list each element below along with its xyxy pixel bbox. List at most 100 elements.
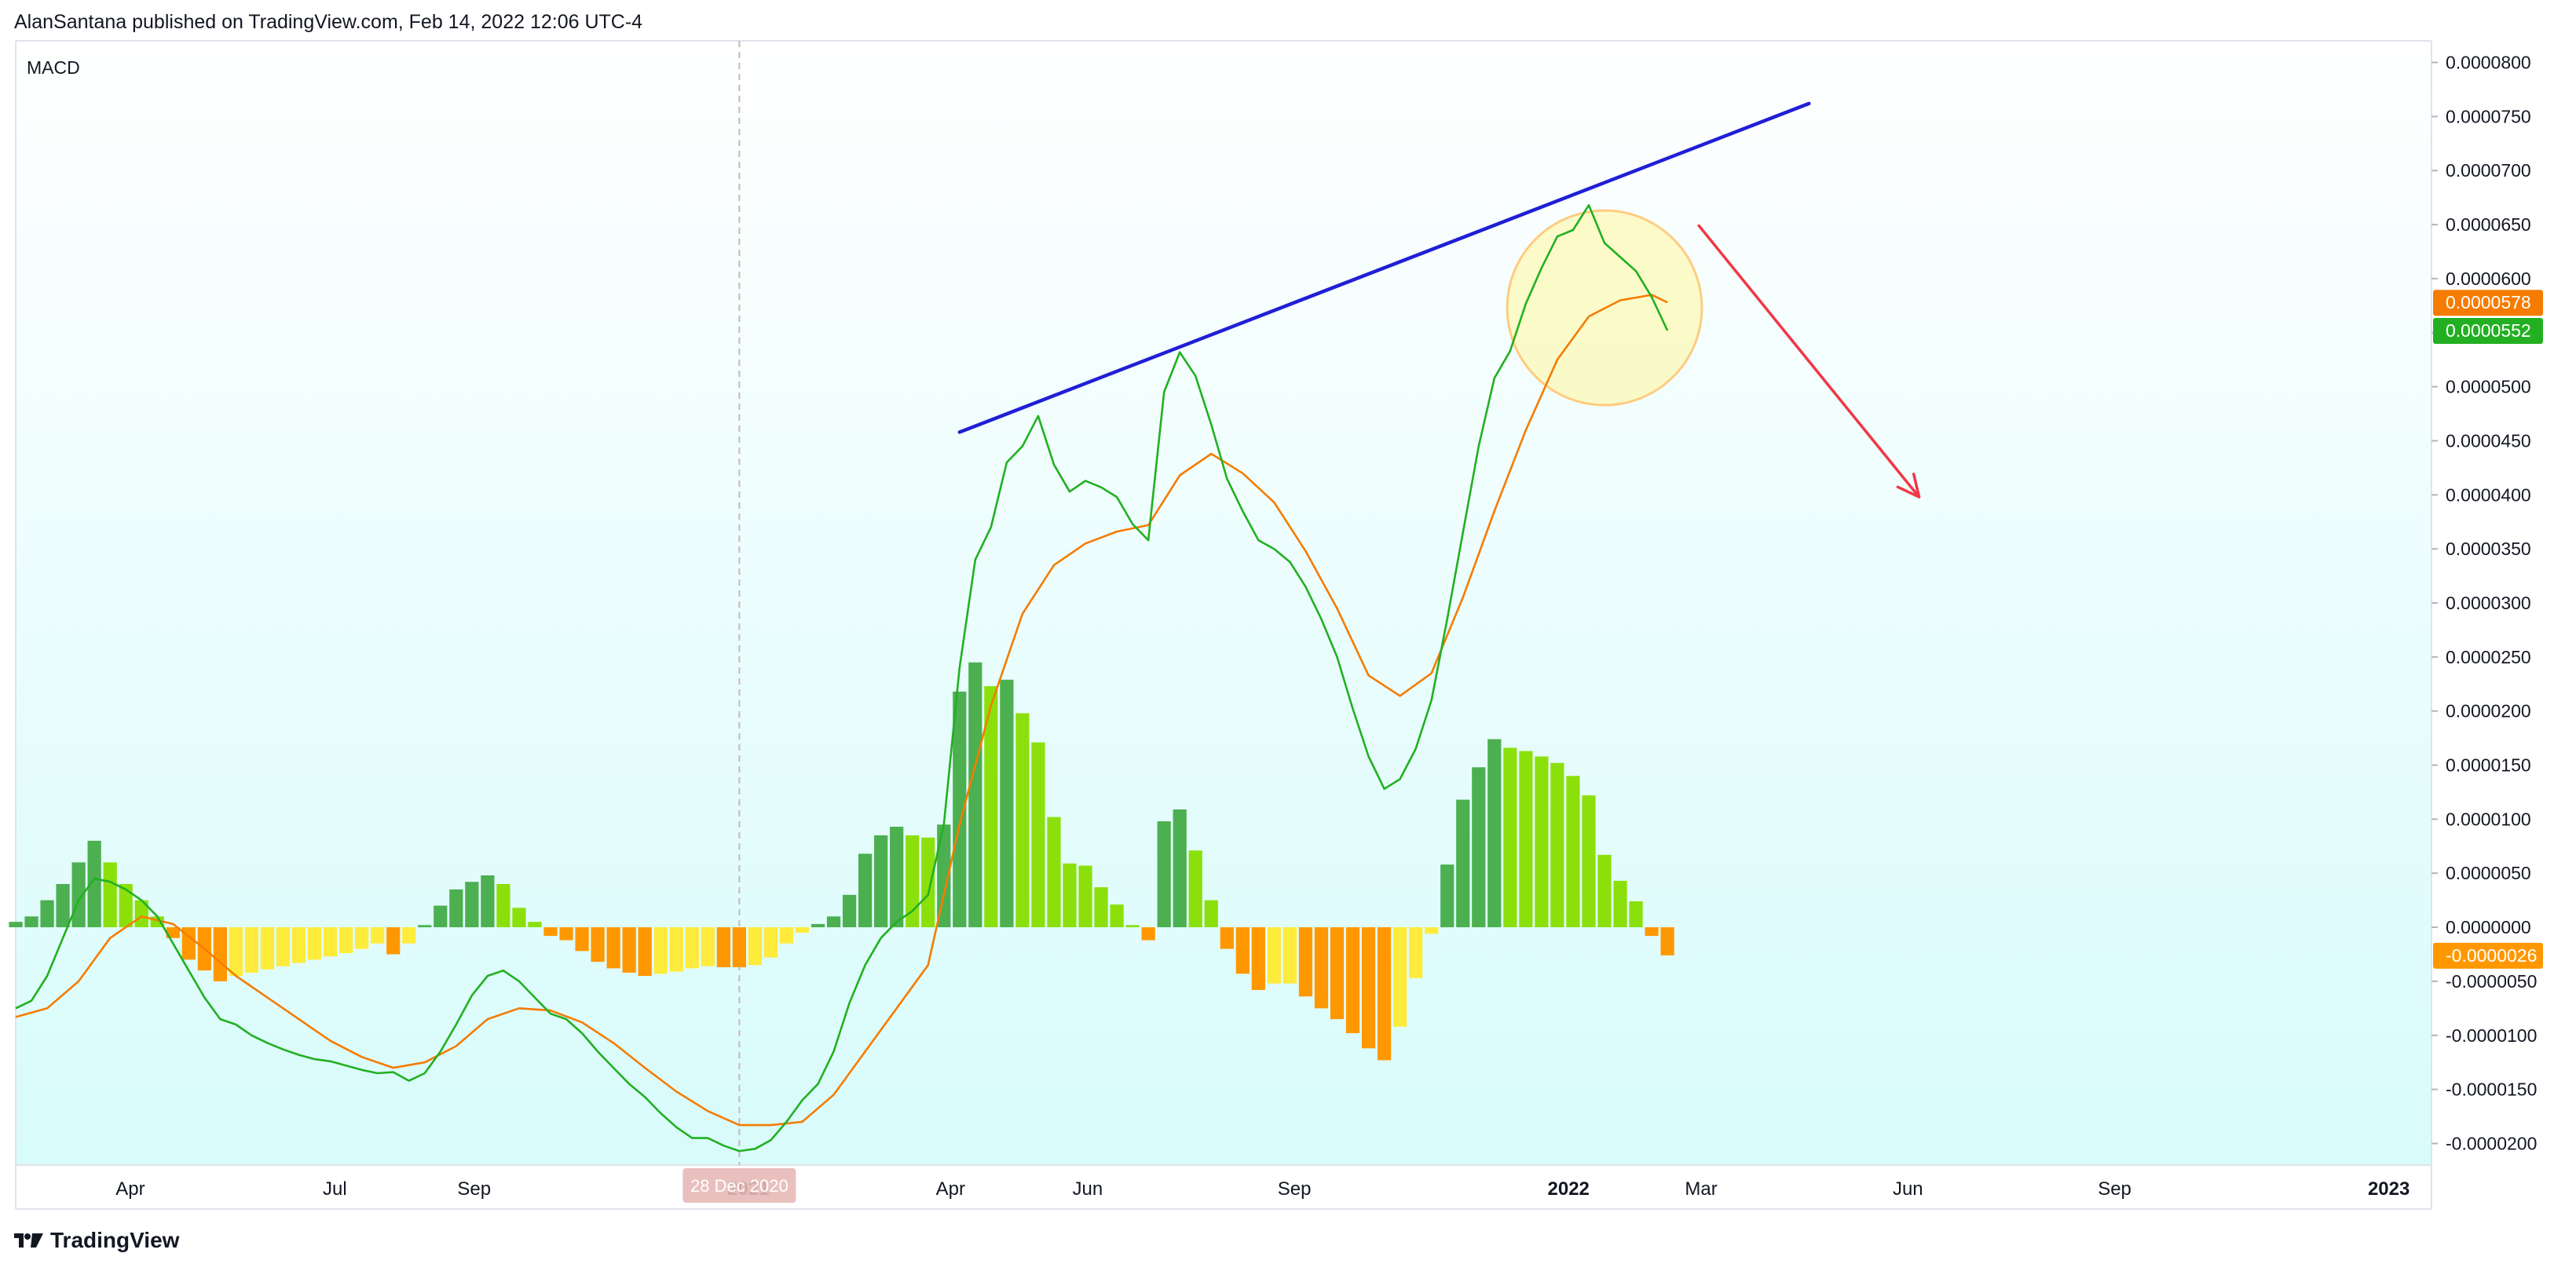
histogram-bar bbox=[1535, 756, 1549, 928]
histogram-bar bbox=[890, 827, 904, 928]
x-tick-label: Mar bbox=[1685, 1178, 1717, 1200]
histogram-bar bbox=[1345, 927, 1360, 1034]
histogram-bar bbox=[512, 908, 526, 928]
histogram-bar bbox=[1314, 927, 1329, 1009]
histogram-bar bbox=[1031, 742, 1045, 928]
histogram-bar bbox=[434, 905, 448, 928]
histogram-bar bbox=[386, 927, 401, 955]
histogram-bar bbox=[1597, 854, 1612, 928]
histogram-bar bbox=[810, 923, 825, 928]
price-badge-label: 0.0000578 bbox=[2446, 292, 2531, 312]
brand-name: TradingView bbox=[50, 1228, 180, 1252]
x-tick-label: Jun bbox=[1893, 1178, 1923, 1200]
x-tick-label: 2022 bbox=[1548, 1178, 1590, 1200]
histogram-bar bbox=[119, 884, 133, 928]
price-badge bbox=[2433, 318, 2543, 345]
histogram-bar bbox=[71, 862, 86, 928]
down-arrow-shaft[interactable] bbox=[1697, 224, 1921, 499]
y-tick-label: 0.0000100 bbox=[2446, 809, 2531, 829]
histogram-bar bbox=[229, 927, 243, 977]
histogram-bar bbox=[1141, 927, 1155, 941]
histogram-bar bbox=[1267, 927, 1281, 984]
y-tick-label: -0.0000050 bbox=[2446, 971, 2537, 992]
histogram-bar bbox=[1440, 864, 1454, 928]
histogram-bar bbox=[371, 927, 385, 944]
histogram-bar bbox=[339, 927, 353, 954]
histogram-bar bbox=[291, 927, 306, 963]
histogram-bar bbox=[795, 927, 810, 933]
histogram-bar bbox=[575, 927, 589, 952]
histogram-bar bbox=[260, 927, 275, 970]
y-tick-label: 0.0000000 bbox=[2446, 917, 2531, 937]
histogram-bar bbox=[1456, 799, 1470, 928]
histogram-bar bbox=[921, 837, 935, 928]
histogram-bar bbox=[826, 916, 841, 928]
x-tick-label: Jul bbox=[323, 1178, 347, 1200]
histogram-bar bbox=[1472, 767, 1486, 928]
histogram-bar bbox=[449, 889, 463, 928]
histogram-bar bbox=[984, 686, 998, 928]
histogram-bar bbox=[1629, 901, 1643, 928]
histogram-bar bbox=[1582, 795, 1596, 928]
histogram-bar bbox=[622, 927, 636, 973]
plot-background bbox=[16, 41, 2431, 1165]
indicator-label: MACD bbox=[27, 57, 80, 78]
trendline[interactable] bbox=[957, 101, 1811, 434]
price-axis-background bbox=[2431, 41, 2576, 1165]
x-tick-label: Jun bbox=[1073, 1178, 1103, 1200]
histogram-bar bbox=[701, 927, 715, 966]
x-tick-label: 2023 bbox=[2368, 1178, 2410, 1200]
histogram-bar bbox=[465, 882, 479, 928]
histogram-bar bbox=[874, 835, 888, 928]
histogram-bar bbox=[1660, 927, 1674, 955]
histogram-bar bbox=[638, 927, 652, 977]
histogram-bar bbox=[24, 916, 38, 928]
histogram-bar bbox=[166, 927, 180, 938]
histogram-bar bbox=[1063, 863, 1077, 928]
histogram-bar bbox=[1157, 821, 1171, 928]
histogram-bar bbox=[591, 927, 605, 963]
histogram-bar bbox=[1566, 776, 1580, 928]
histogram-bar bbox=[1078, 865, 1092, 928]
histogram-bar bbox=[355, 927, 369, 949]
histogram-bar bbox=[559, 927, 573, 941]
macd-line bbox=[15, 204, 1669, 1153]
y-tick-label: 0.0000800 bbox=[2446, 53, 2531, 73]
histogram-bar bbox=[1173, 809, 1187, 928]
histogram-bar bbox=[953, 691, 967, 928]
y-tick-label: 0.0000450 bbox=[2446, 430, 2531, 451]
signal-line bbox=[15, 294, 1668, 1127]
x-tick-label: Apr bbox=[936, 1178, 965, 1200]
histogram-bar bbox=[496, 884, 510, 928]
price-badge bbox=[2433, 942, 2543, 969]
histogram-bar bbox=[1393, 927, 1407, 1027]
histogram-bar bbox=[937, 824, 951, 928]
histogram-bar bbox=[1110, 904, 1124, 928]
histogram-bar bbox=[481, 875, 495, 928]
down-arrow-head[interactable] bbox=[1896, 473, 1921, 499]
histogram-bar bbox=[1519, 751, 1533, 928]
histogram-bar bbox=[418, 925, 432, 928]
y-tick-label: -0.0000200 bbox=[2446, 1133, 2537, 1153]
histogram-bar bbox=[1235, 927, 1250, 974]
histogram-bar bbox=[906, 835, 920, 928]
histogram-bar bbox=[669, 927, 683, 972]
tradingview-logo-icon bbox=[14, 1233, 43, 1248]
histogram-bar bbox=[1188, 850, 1202, 928]
y-tick-label: 0.0000750 bbox=[2446, 106, 2531, 126]
histogram-bar bbox=[1015, 713, 1030, 928]
histogram-bar bbox=[87, 840, 101, 928]
histogram-bar bbox=[1298, 927, 1313, 997]
histogram-bar bbox=[1361, 927, 1376, 1049]
histogram-bar bbox=[1094, 887, 1108, 928]
price-badge bbox=[2433, 290, 2543, 316]
y-tick-label: 0.0000350 bbox=[2446, 539, 2531, 559]
histogram-bar bbox=[779, 927, 794, 944]
y-tick-label: -0.0000150 bbox=[2446, 1080, 2537, 1100]
tradingview-brand[interactable]: TradingView bbox=[14, 1228, 179, 1253]
histogram-bar bbox=[1047, 816, 1061, 928]
x-tick-label: Apr bbox=[115, 1178, 145, 1200]
histogram-bar bbox=[1000, 679, 1014, 928]
histogram-bar bbox=[1377, 927, 1392, 1061]
